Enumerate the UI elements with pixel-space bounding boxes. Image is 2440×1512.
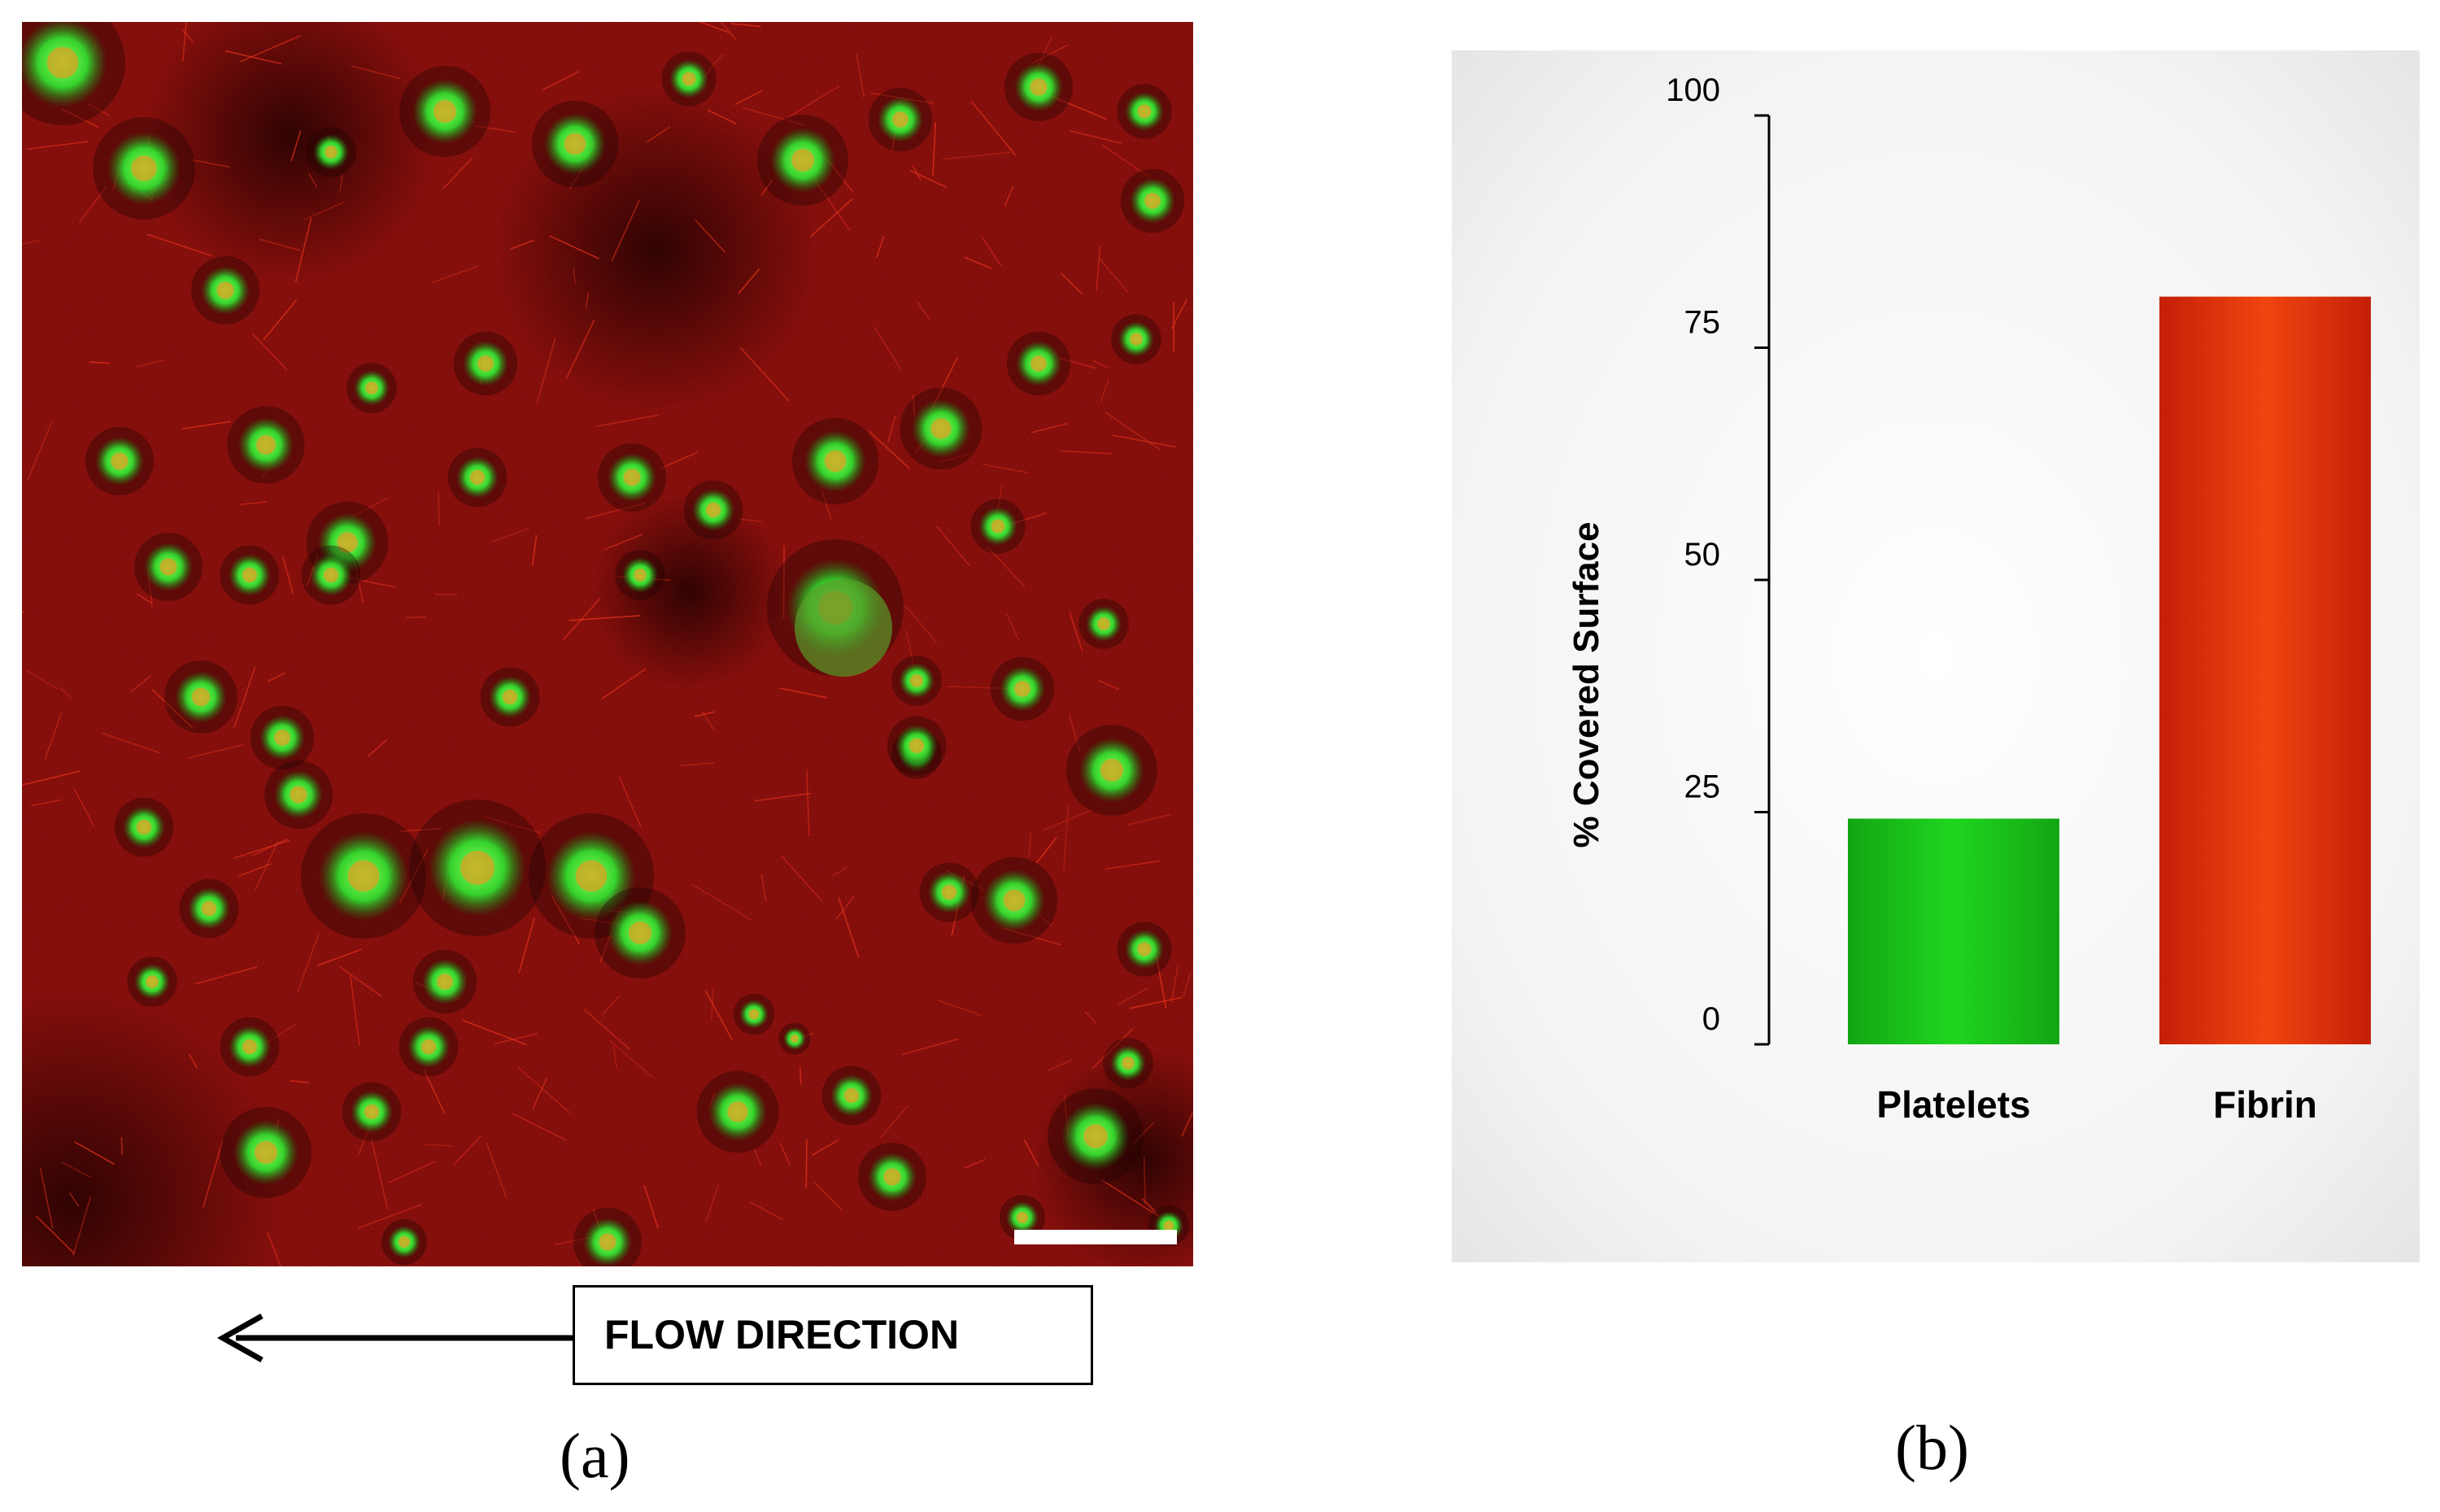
bar-fibrin xyxy=(2159,296,2371,1044)
flow-direction-arrow xyxy=(216,1313,577,1363)
y-tick-label: 75 xyxy=(1684,305,1721,341)
microscopy-image xyxy=(22,22,1193,1266)
y-axis-label: % Covered Surface xyxy=(1566,521,1606,848)
panel-b-label: (b) xyxy=(1895,1412,1969,1483)
bar-platelets xyxy=(1848,818,2059,1044)
panel-a-label: (a) xyxy=(560,1420,630,1491)
y-tick-label: 0 xyxy=(1702,1001,1720,1037)
y-tick-label: 50 xyxy=(1684,537,1721,573)
y-axis-ticks: 0 25 50 75 100 xyxy=(1666,72,1769,1046)
platelet-cells xyxy=(22,22,1190,1266)
bars xyxy=(1848,296,2371,1044)
scale-bar xyxy=(1014,1230,1177,1244)
x-axis-labels: Platelets Fibrin xyxy=(1876,1083,2316,1126)
flow-direction-label: FLOW DIRECTION xyxy=(604,1312,960,1357)
x-tick-label-platelets: Platelets xyxy=(1876,1083,2030,1126)
x-tick-label-fibrin: Fibrin xyxy=(2213,1083,2317,1126)
y-tick-label: 100 xyxy=(1666,72,1720,108)
flow-direction-box: FLOW DIRECTION xyxy=(573,1285,1093,1385)
bar-chart: 0 25 50 75 100 Platelets Fibrin % Covered Sur… xyxy=(1452,50,2420,1262)
y-tick-label: 25 xyxy=(1684,769,1721,805)
